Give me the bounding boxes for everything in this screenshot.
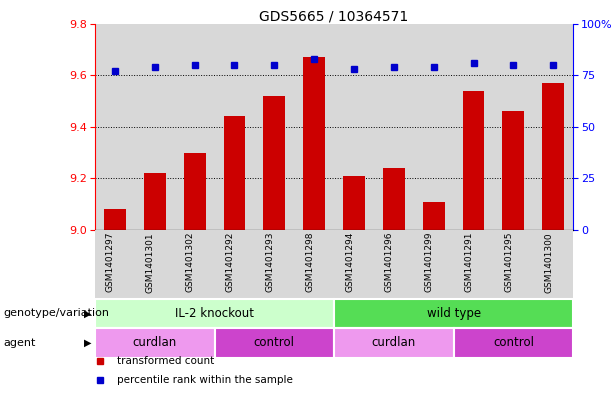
Text: ▶: ▶ bbox=[85, 338, 92, 348]
Text: GSM1401300: GSM1401300 bbox=[544, 232, 554, 293]
Bar bbox=[414, 230, 454, 299]
Text: wild type: wild type bbox=[427, 307, 481, 320]
Bar bbox=[543, 83, 564, 230]
Bar bbox=[215, 230, 254, 299]
Bar bbox=[454, 230, 493, 299]
Bar bbox=[175, 230, 215, 299]
Text: transformed count: transformed count bbox=[116, 356, 214, 367]
Bar bbox=[184, 152, 205, 230]
Bar bbox=[533, 230, 573, 299]
Bar bbox=[493, 24, 533, 230]
Bar bbox=[414, 24, 454, 230]
Bar bbox=[224, 116, 245, 230]
Text: GSM1401296: GSM1401296 bbox=[385, 232, 394, 292]
Bar bbox=[264, 96, 285, 230]
Text: GSM1401299: GSM1401299 bbox=[425, 232, 434, 292]
Text: GSM1401293: GSM1401293 bbox=[265, 232, 275, 292]
Bar bbox=[175, 24, 215, 230]
Text: GSM1401292: GSM1401292 bbox=[226, 232, 235, 292]
Bar bbox=[215, 24, 254, 230]
Bar bbox=[343, 176, 365, 230]
Text: GSM1401302: GSM1401302 bbox=[186, 232, 195, 292]
Bar bbox=[383, 168, 405, 230]
Bar bbox=[95, 328, 215, 358]
Text: GDS5665 / 10364571: GDS5665 / 10364571 bbox=[259, 10, 409, 24]
Bar bbox=[215, 328, 334, 358]
Bar bbox=[294, 24, 334, 230]
Text: ▶: ▶ bbox=[85, 309, 92, 318]
Bar bbox=[334, 299, 573, 328]
Text: control: control bbox=[493, 336, 534, 349]
Text: genotype/variation: genotype/variation bbox=[3, 309, 109, 318]
Text: control: control bbox=[254, 336, 295, 349]
Bar bbox=[104, 209, 126, 230]
Text: GSM1401291: GSM1401291 bbox=[465, 232, 474, 292]
Text: GSM1401295: GSM1401295 bbox=[504, 232, 514, 292]
Bar bbox=[294, 230, 334, 299]
Bar bbox=[95, 24, 135, 230]
Bar bbox=[533, 24, 573, 230]
Text: IL-2 knockout: IL-2 knockout bbox=[175, 307, 254, 320]
Bar bbox=[135, 24, 175, 230]
Text: curdlan: curdlan bbox=[132, 336, 177, 349]
Text: GSM1401301: GSM1401301 bbox=[146, 232, 154, 293]
Bar bbox=[254, 230, 294, 299]
Text: percentile rank within the sample: percentile rank within the sample bbox=[116, 375, 292, 385]
Bar bbox=[95, 299, 334, 328]
Text: curdlan: curdlan bbox=[371, 336, 416, 349]
Bar bbox=[334, 24, 374, 230]
Bar bbox=[254, 24, 294, 230]
Text: agent: agent bbox=[3, 338, 36, 348]
Bar bbox=[423, 202, 444, 230]
Bar bbox=[303, 57, 325, 230]
Bar bbox=[374, 230, 414, 299]
Bar bbox=[463, 91, 484, 230]
Bar bbox=[493, 230, 533, 299]
Bar bbox=[334, 328, 454, 358]
Bar bbox=[144, 173, 166, 230]
Bar bbox=[135, 230, 175, 299]
Bar bbox=[454, 24, 493, 230]
Text: GSM1401297: GSM1401297 bbox=[106, 232, 115, 292]
Bar bbox=[454, 328, 573, 358]
Text: GSM1401294: GSM1401294 bbox=[345, 232, 354, 292]
Bar bbox=[334, 230, 374, 299]
Text: GSM1401298: GSM1401298 bbox=[305, 232, 314, 292]
Bar bbox=[95, 230, 135, 299]
Bar bbox=[503, 111, 524, 230]
Bar bbox=[374, 24, 414, 230]
